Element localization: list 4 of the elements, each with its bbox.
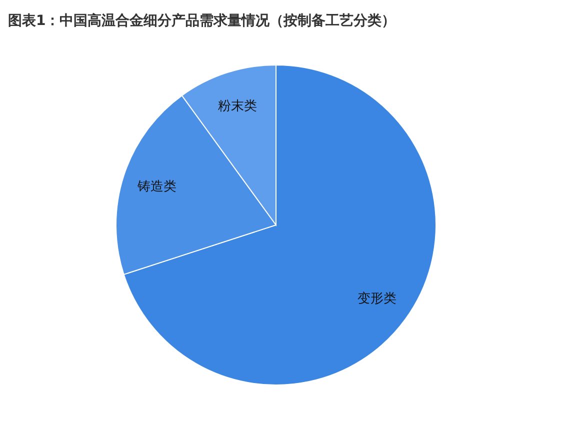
- slice-label: 变形类: [358, 291, 397, 306]
- slice-label: 粉末类: [218, 99, 257, 114]
- chart-title: 图表1：中国高温合金细分产品需求量情况（按制备工艺分类）: [8, 12, 396, 29]
- slice-label: 铸造类: [136, 179, 177, 194]
